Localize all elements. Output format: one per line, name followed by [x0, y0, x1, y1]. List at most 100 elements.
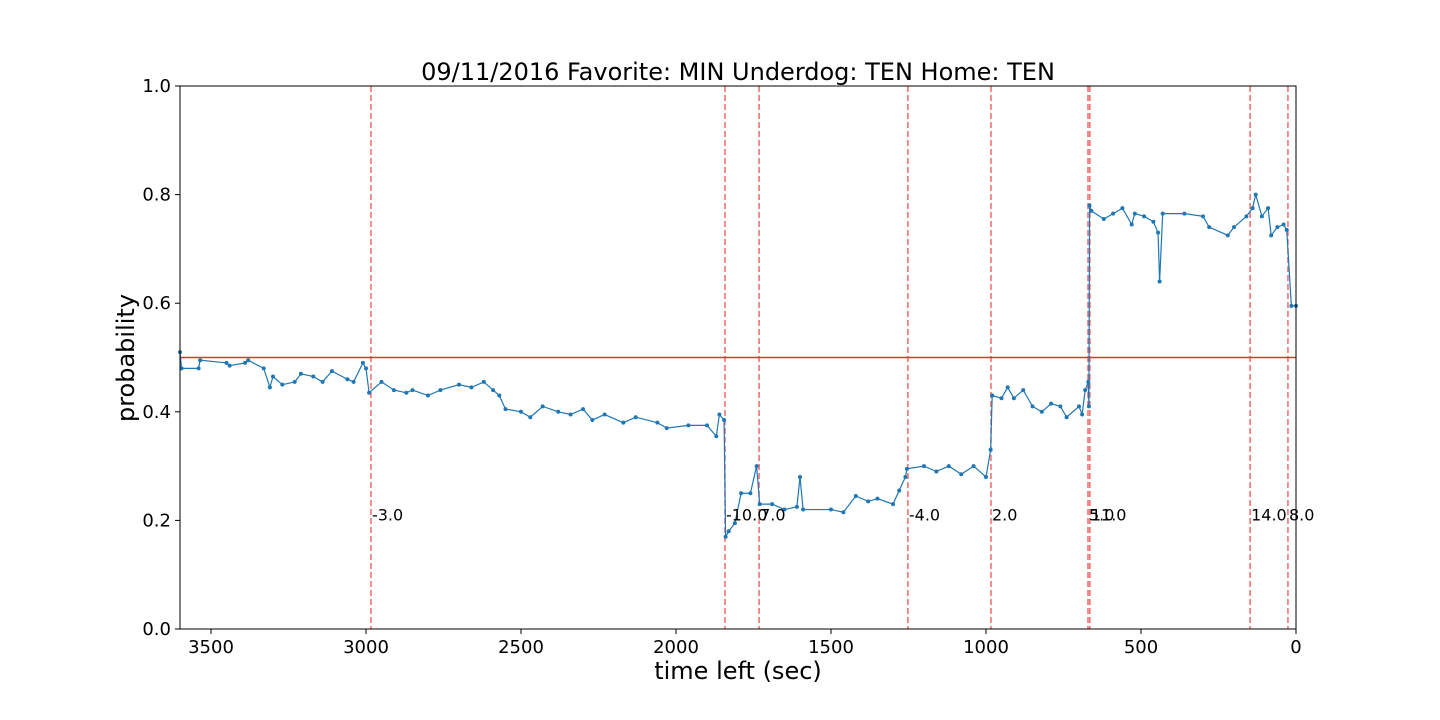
point [959, 472, 964, 477]
point [280, 382, 285, 387]
point [1269, 233, 1274, 238]
point [782, 507, 787, 512]
point [853, 493, 858, 498]
event-label: 7.0 [760, 505, 785, 524]
x-tick-label: 0 [1290, 637, 1301, 658]
point [732, 521, 737, 526]
y-tick-label: 0.2 [142, 510, 171, 531]
point [198, 358, 203, 363]
point [897, 488, 902, 493]
point [196, 366, 201, 371]
point [426, 393, 430, 398]
point [1005, 385, 1010, 390]
event-label: 2.0 [992, 505, 1017, 524]
point [770, 502, 775, 507]
point [891, 502, 895, 507]
point [1142, 214, 1147, 219]
point [590, 417, 595, 422]
point [1289, 303, 1294, 308]
point [320, 379, 325, 384]
point [717, 412, 722, 417]
point [1120, 206, 1125, 211]
x-axis-label: time left (sec) [654, 657, 822, 685]
point [1080, 412, 1085, 417]
point [723, 534, 728, 539]
point [503, 407, 508, 412]
point [1083, 388, 1088, 393]
point [754, 464, 759, 469]
point [602, 412, 607, 417]
point [633, 415, 638, 420]
point [1266, 206, 1271, 211]
point [1132, 211, 1137, 216]
point [271, 374, 275, 379]
event-label: 5.0 [1089, 505, 1114, 524]
point [243, 360, 248, 365]
chart-title: 09/11/2016 Favorite: MIN Underdog: TEN H… [421, 58, 1055, 86]
point [267, 385, 272, 390]
point [497, 393, 502, 398]
point [705, 423, 709, 428]
point [1253, 192, 1258, 197]
point [988, 447, 993, 452]
point [1225, 233, 1230, 238]
point [1207, 225, 1212, 230]
point [367, 390, 372, 395]
point [1160, 211, 1165, 216]
point [841, 510, 846, 515]
y-tick-label: 0.0 [142, 619, 171, 640]
point [438, 388, 443, 393]
point [984, 474, 988, 479]
point [581, 407, 585, 412]
point [224, 360, 229, 365]
x-tick-label: 500 [1124, 637, 1158, 658]
point [556, 409, 561, 414]
point [1151, 219, 1156, 224]
point [971, 464, 976, 469]
point [540, 404, 545, 409]
y-tick-label: 1.0 [142, 76, 171, 97]
point [1232, 225, 1236, 230]
point [1011, 396, 1016, 401]
point [1111, 211, 1116, 216]
point [1101, 217, 1106, 222]
point [722, 417, 727, 422]
point [714, 434, 719, 439]
point [1259, 214, 1264, 219]
event-label: 11.0 [1091, 505, 1127, 524]
point [1058, 404, 1063, 409]
point [1064, 415, 1069, 420]
point [1284, 227, 1289, 232]
y-tick-label: 0.8 [142, 185, 171, 206]
point [664, 426, 669, 431]
event-label: -4.0 [909, 505, 940, 524]
y-axis-label: probability [112, 294, 140, 422]
event-label: 14.0 [1251, 505, 1287, 524]
point [1087, 203, 1092, 208]
point [568, 412, 573, 417]
x-tick-label: 3500 [188, 637, 234, 658]
point [1182, 211, 1187, 216]
point [360, 360, 365, 365]
point [1039, 409, 1044, 414]
point [757, 502, 762, 507]
point [345, 377, 350, 382]
point [1129, 222, 1134, 227]
x-tick-label: 1500 [808, 637, 854, 658]
point [1086, 404, 1091, 409]
point [481, 379, 486, 384]
point [739, 491, 744, 496]
point [1030, 404, 1035, 409]
point [1156, 230, 1161, 235]
point [621, 420, 626, 425]
point [261, 366, 266, 371]
point [794, 504, 799, 509]
point [292, 379, 297, 384]
point [1089, 208, 1094, 213]
point [726, 529, 731, 534]
x-tick-label: 1000 [963, 637, 1009, 658]
point [1275, 225, 1280, 230]
point [227, 363, 232, 368]
point [519, 409, 523, 414]
point [1281, 222, 1286, 227]
